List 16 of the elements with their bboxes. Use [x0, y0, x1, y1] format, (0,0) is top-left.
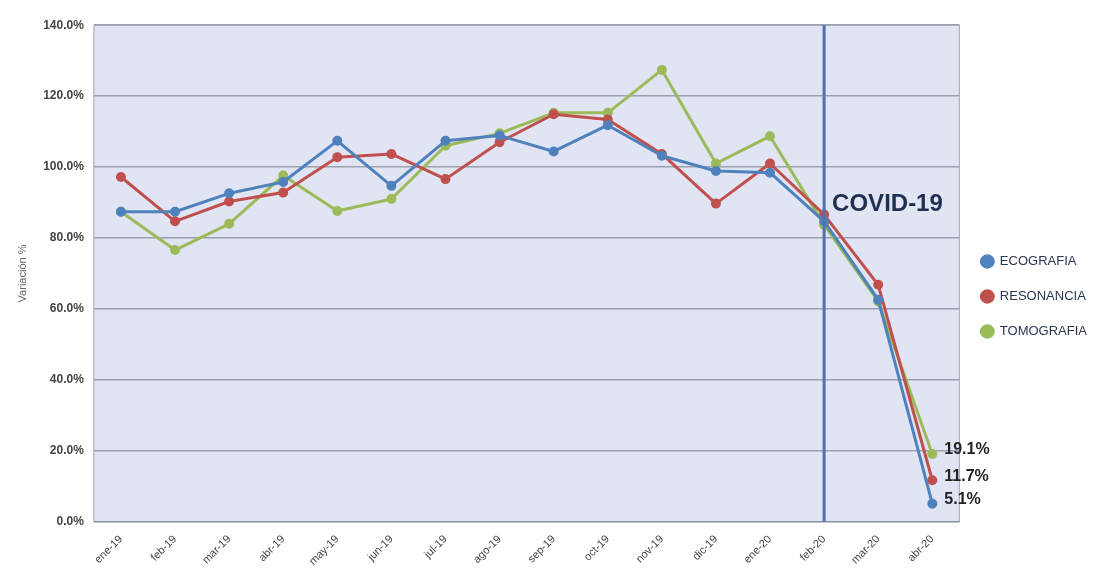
y-tick-label: 120.0% — [43, 88, 85, 103]
y-tick-label: 140.0% — [43, 17, 85, 32]
y-axis-title: Variación % — [15, 244, 28, 303]
legend-label: RESONANCIA — [999, 288, 1087, 304]
data-label: 5.1% — [944, 490, 981, 508]
legend-label: ECOGRAFIA — [999, 253, 1077, 269]
data-label: 19.1% — [944, 440, 990, 458]
y-tick-label: 20.0% — [49, 443, 85, 458]
legend-label: TOMOGRAFIA — [999, 323, 1088, 339]
y-tick-label: 60.0% — [49, 301, 85, 316]
y-tick-label: 80.0% — [49, 230, 85, 245]
y-tick-label: 40.0% — [49, 372, 85, 387]
ref-line-label: COVID-19 — [832, 188, 943, 216]
y-tick-label: 0.0% — [56, 514, 85, 529]
y-tick-label: 100.0% — [43, 159, 85, 174]
data-label: 11.7% — [944, 466, 989, 484]
